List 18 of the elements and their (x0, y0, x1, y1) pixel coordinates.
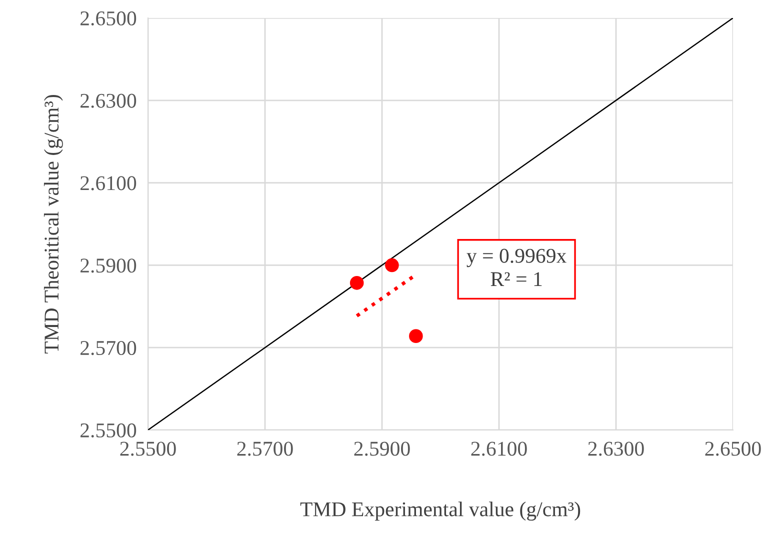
point (409, 329, 423, 343)
y-tick-label: 2.6300 (80, 94, 136, 108)
point (350, 276, 364, 290)
y-tick-label: 2.5500 (80, 423, 136, 438)
y-tick-label: 2.5700 (80, 340, 136, 356)
point (385, 258, 399, 272)
x-tick-label: 2.5700 (237, 442, 293, 456)
x-axis-title: TMD Experimental value (g/cm³) (300, 502, 580, 521)
x-tick-label: 2.5900 (354, 442, 410, 456)
y-tick-label: 2.5900 (80, 258, 136, 273)
x-tick-label: 2.6300 (588, 442, 644, 456)
x-tick-label: 2.5500 (120, 442, 176, 456)
y-tick-label: 2.6500 (80, 11, 136, 26)
y-tick-label: 2.6100 (80, 176, 136, 190)
y-axis-title: TMD Theoritical value (g/cm³) (44, 94, 63, 354)
annotation: y = 0.9969x R² = 1 (466, 248, 566, 286)
x-tick-label: 2.6500 (705, 442, 761, 456)
x-tick-label: 2.6100 (471, 442, 527, 456)
